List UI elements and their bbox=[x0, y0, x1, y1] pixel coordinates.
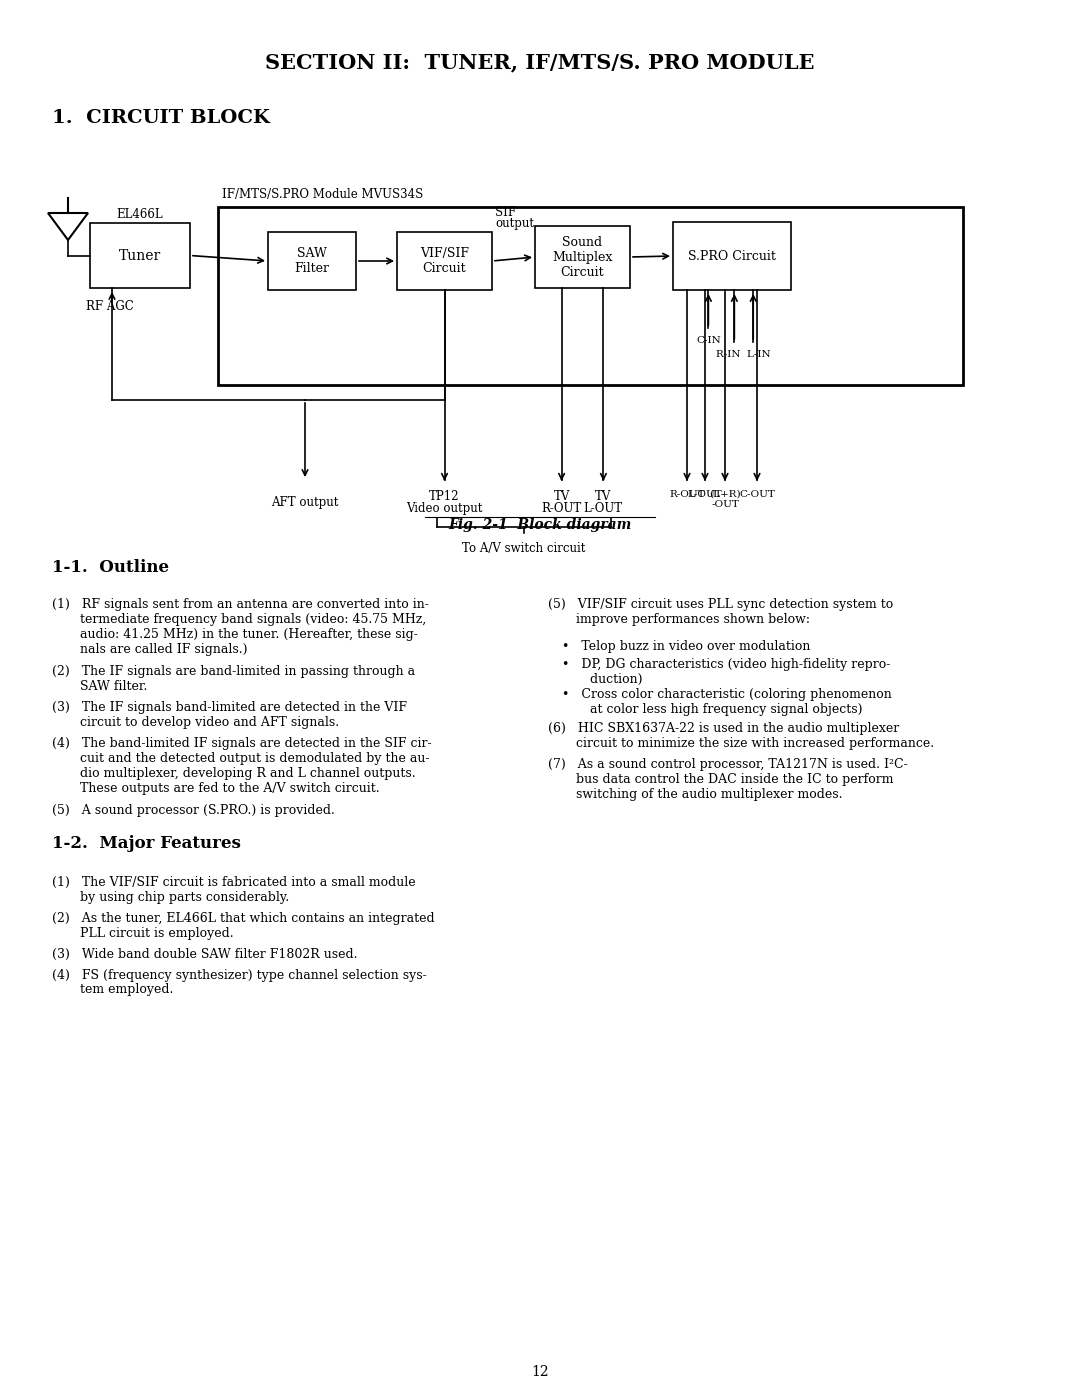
Text: 1-1.  Outline: 1-1. Outline bbox=[52, 560, 168, 577]
Text: VIF/SIF
Circuit: VIF/SIF Circuit bbox=[420, 247, 469, 275]
Text: (4)   FS (frequency synthesizer) type channel selection sys-
       tem employed: (4) FS (frequency synthesizer) type chan… bbox=[52, 968, 427, 996]
Text: To A/V switch circuit: To A/V switch circuit bbox=[462, 542, 585, 555]
Text: EL466L: EL466L bbox=[117, 208, 163, 222]
Text: (6)   HIC SBX1637A-22 is used in the audio multiplexer
       circuit to minimiz: (6) HIC SBX1637A-22 is used in the audio… bbox=[548, 722, 934, 750]
Bar bbox=[397, 232, 492, 291]
Text: (5)   A sound processor (S.PRO.) is provided.: (5) A sound processor (S.PRO.) is provid… bbox=[52, 805, 335, 817]
Text: (3)   The IF signals band-limited are detected in the VIF
       circuit to deve: (3) The IF signals band-limited are dete… bbox=[52, 701, 407, 729]
Text: L-OUT: L-OUT bbox=[688, 490, 723, 499]
Text: TV: TV bbox=[595, 490, 611, 503]
Text: TP12: TP12 bbox=[429, 490, 460, 503]
Text: Tuner: Tuner bbox=[119, 249, 161, 263]
Text: (L+R): (L+R) bbox=[710, 490, 741, 499]
Text: (4)   The band-limited IF signals are detected in the SIF cir-
       cuit and t: (4) The band-limited IF signals are dete… bbox=[52, 738, 432, 795]
Text: output: output bbox=[495, 218, 534, 231]
Text: •   DP, DG characteristics (video high-fidelity repro-
       duction): • DP, DG characteristics (video high-fid… bbox=[562, 658, 890, 686]
Text: •   Cross color characteristic (coloring phenomenon
       at color less high fr: • Cross color characteristic (coloring p… bbox=[562, 687, 892, 717]
Text: RF AGC: RF AGC bbox=[86, 299, 134, 313]
Text: IF/MTS/S.PRO Module MVUS34S: IF/MTS/S.PRO Module MVUS34S bbox=[222, 189, 423, 201]
Text: Fig. 2-1  Block diagram: Fig. 2-1 Block diagram bbox=[448, 518, 632, 532]
Bar bbox=[268, 232, 356, 291]
Text: S.PRO Circuit: S.PRO Circuit bbox=[688, 250, 775, 263]
Text: C-IN: C-IN bbox=[696, 337, 720, 345]
Bar bbox=[535, 226, 630, 288]
Text: SIF: SIF bbox=[495, 207, 516, 219]
Text: (1)   The VIF/SIF circuit is fabricated into a small module
       by using chip: (1) The VIF/SIF circuit is fabricated in… bbox=[52, 876, 416, 904]
Text: (3)   Wide band double SAW filter F1802R used.: (3) Wide band double SAW filter F1802R u… bbox=[52, 949, 357, 961]
Bar bbox=[218, 207, 963, 386]
Text: (7)   As a sound control processor, TA1217N is used. I²C-
       bus data contro: (7) As a sound control processor, TA1217… bbox=[548, 759, 908, 800]
Text: C-OUT: C-OUT bbox=[739, 490, 775, 499]
Text: (1)   RF signals sent from an antenna are converted into in-
       termediate f: (1) RF signals sent from an antenna are … bbox=[52, 598, 429, 657]
Text: Sound
Multiplex
Circuit: Sound Multiplex Circuit bbox=[552, 236, 612, 278]
Text: R-OUT: R-OUT bbox=[670, 490, 705, 499]
Text: SAW
Filter: SAW Filter bbox=[295, 247, 329, 275]
Text: (2)   As the tuner, EL466L that which contains an integrated
       PLL circuit : (2) As the tuner, EL466L that which cont… bbox=[52, 912, 434, 940]
Text: (2)   The IF signals are band-limited in passing through a
       SAW filter.: (2) The IF signals are band-limited in p… bbox=[52, 665, 415, 693]
Text: 1-2.  Major Features: 1-2. Major Features bbox=[52, 834, 241, 852]
Text: AFT output: AFT output bbox=[271, 496, 339, 509]
Bar bbox=[90, 224, 190, 288]
Text: •   Telop buzz in video over modulation: • Telop buzz in video over modulation bbox=[562, 640, 810, 652]
Text: Video output: Video output bbox=[406, 502, 483, 515]
Text: SECTION II:  TUNER, IF/MTS/S. PRO MODULE: SECTION II: TUNER, IF/MTS/S. PRO MODULE bbox=[266, 52, 814, 73]
Text: 1.  CIRCUIT BLOCK: 1. CIRCUIT BLOCK bbox=[52, 109, 270, 127]
Text: TV: TV bbox=[553, 490, 570, 503]
Text: R-OUT: R-OUT bbox=[541, 502, 582, 515]
Bar bbox=[673, 222, 791, 291]
Text: (5)   VIF/SIF circuit uses PLL sync detection system to
       improve performan: (5) VIF/SIF circuit uses PLL sync detect… bbox=[548, 598, 893, 626]
Text: -OUT: -OUT bbox=[711, 500, 739, 509]
Text: 12: 12 bbox=[531, 1365, 549, 1379]
Text: R-IN  L-IN: R-IN L-IN bbox=[716, 351, 771, 359]
Text: L-OUT: L-OUT bbox=[584, 502, 623, 515]
